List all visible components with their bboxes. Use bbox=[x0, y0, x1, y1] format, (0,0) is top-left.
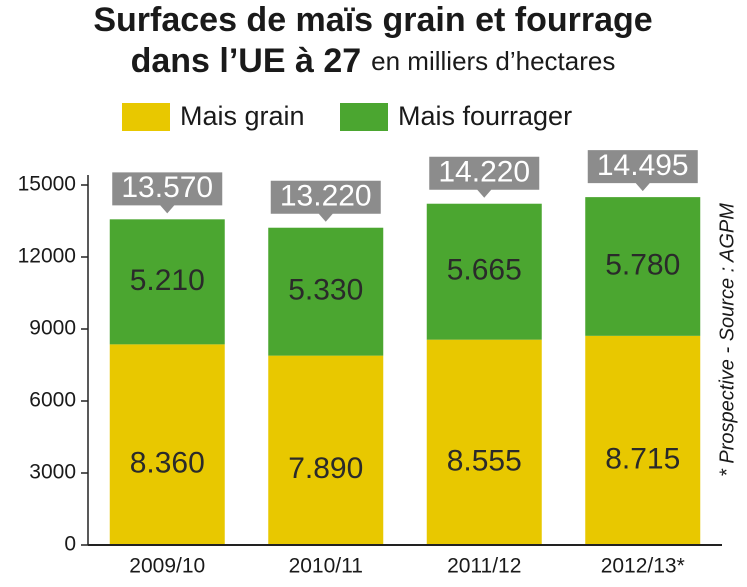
x-tick-label: 2010/11 bbox=[289, 555, 363, 578]
y-tick-label: 9000 bbox=[29, 317, 76, 340]
bar-segment bbox=[268, 227, 384, 356]
value-label: 8.555 bbox=[447, 444, 522, 477]
bar-segment bbox=[426, 339, 542, 545]
total-label: 14.220 bbox=[438, 156, 530, 189]
bar-segment bbox=[268, 355, 384, 545]
legend-swatch bbox=[340, 103, 388, 131]
value-label: 8.360 bbox=[130, 447, 205, 480]
value-label: 5.665 bbox=[447, 254, 522, 287]
total-callout bbox=[112, 172, 223, 214]
source: * Prospective - Source : AGPM bbox=[716, 203, 738, 477]
bar-segment bbox=[585, 335, 701, 545]
bar-segment bbox=[585, 197, 701, 336]
value-label: 8.715 bbox=[605, 442, 680, 475]
y-tick-label: 12000 bbox=[18, 245, 76, 268]
legend-label: Mais grain bbox=[180, 101, 305, 131]
x-tick-label: 2012/13* bbox=[601, 555, 685, 578]
y-tick-label: 3000 bbox=[29, 461, 76, 484]
legend-label: Mais fourrager bbox=[398, 101, 572, 131]
total-label: 14.495 bbox=[597, 149, 689, 182]
y-tick-label: 6000 bbox=[29, 389, 76, 412]
value-label: 5.210 bbox=[130, 264, 205, 297]
total-callout bbox=[587, 150, 698, 192]
legend-swatch bbox=[122, 103, 170, 131]
x-tick-label: 2009/10 bbox=[129, 555, 205, 578]
total-callout bbox=[270, 180, 381, 222]
bar-segment bbox=[426, 203, 542, 340]
chart-title: Surfaces de maïs grain et fourrage bbox=[93, 1, 652, 39]
total-callout bbox=[429, 156, 540, 198]
bar-segment bbox=[109, 219, 225, 345]
y-tick-label: 15000 bbox=[18, 173, 76, 196]
value-label: 5.330 bbox=[288, 274, 363, 307]
y-tick-label: 0 bbox=[64, 533, 76, 556]
x-tick-label: 2011/12 bbox=[447, 555, 521, 578]
chart-title-line: dans l’UE à 27 en milliers d’hectares bbox=[131, 42, 616, 80]
value-label: 5.780 bbox=[605, 248, 680, 281]
total-label: 13.220 bbox=[280, 180, 372, 213]
chart-subtitle: en milliers d’hectares bbox=[371, 46, 615, 76]
chart-title: dans l’UE à 27 bbox=[131, 42, 362, 80]
total-label: 13.570 bbox=[121, 171, 213, 204]
value-label: 7.890 bbox=[288, 452, 363, 485]
bar-segment bbox=[109, 344, 225, 545]
